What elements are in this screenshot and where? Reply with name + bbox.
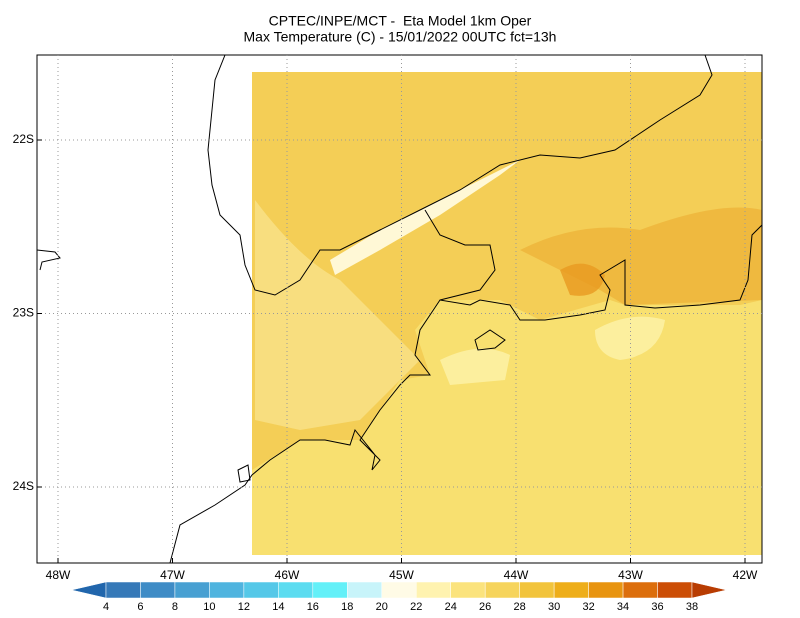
colorbar-label: 38 bbox=[686, 601, 698, 613]
colorbar-label: 20 bbox=[376, 601, 388, 613]
coastline bbox=[169, 224, 762, 563]
colorbar-segment bbox=[415, 581, 451, 599]
colorbar-extend-low bbox=[71, 581, 107, 599]
map-frame bbox=[36, 54, 763, 564]
lon-label: 44W bbox=[504, 568, 529, 582]
colorbar-label: 36 bbox=[651, 601, 663, 613]
title-line-2: Max Temperature (C) - 15/01/2022 00UTC f… bbox=[244, 29, 557, 45]
colorbar-label: 26 bbox=[479, 601, 491, 613]
colorbar-segment bbox=[312, 581, 348, 599]
colorbar-label: 10 bbox=[203, 601, 215, 613]
colorbar-segment bbox=[278, 581, 314, 599]
colorbar-extend-high bbox=[691, 581, 727, 599]
colorbar-segment bbox=[622, 581, 658, 599]
colorbar-segment bbox=[553, 581, 589, 599]
lon-label: 43W bbox=[618, 568, 643, 582]
lat-label: 24S bbox=[13, 479, 34, 493]
lon-label: 48W bbox=[46, 568, 71, 582]
colorbar-label: 18 bbox=[341, 601, 353, 613]
colorbar-segment bbox=[347, 581, 383, 599]
lat-label: 23S bbox=[13, 306, 34, 320]
lon-label: 45W bbox=[389, 568, 414, 582]
colorbar-label: 34 bbox=[617, 601, 629, 613]
colorbar-segment bbox=[519, 581, 555, 599]
colorbar-segment bbox=[450, 581, 486, 599]
colorbar-label: 6 bbox=[137, 601, 143, 613]
colorbar-label: 14 bbox=[272, 601, 284, 613]
colorbar-segment bbox=[105, 581, 141, 599]
colorbar-segment bbox=[140, 581, 176, 599]
title-line-1: CPTEC/INPE/MCT - Eta Model 1km Oper bbox=[269, 13, 532, 29]
lon-label: 46W bbox=[275, 568, 300, 582]
colorbar-label: 12 bbox=[238, 601, 250, 613]
colorbar-label: 30 bbox=[548, 601, 560, 613]
lon-label: 47W bbox=[160, 568, 185, 582]
lat-label: 22S bbox=[13, 132, 34, 146]
colorbar-segment bbox=[588, 581, 624, 599]
colorbar-segment bbox=[381, 581, 417, 599]
colorbar-label: 8 bbox=[172, 601, 178, 613]
colorbar-segment bbox=[484, 581, 520, 599]
colorbar-label: 28 bbox=[514, 601, 526, 613]
colorbar-segment bbox=[243, 581, 279, 599]
colorbar-segment bbox=[209, 581, 245, 599]
colorbar-label: 16 bbox=[307, 601, 319, 613]
lon-label: 42W bbox=[733, 568, 758, 582]
colorbar-label: 4 bbox=[103, 601, 109, 613]
colorbar-label: 22 bbox=[410, 601, 422, 613]
colorbar-label: 32 bbox=[582, 601, 594, 613]
colorbar-segment bbox=[657, 581, 693, 599]
state-borders bbox=[37, 55, 713, 301]
colorbar-label: 24 bbox=[445, 601, 457, 613]
colorbar-segment bbox=[174, 581, 210, 599]
